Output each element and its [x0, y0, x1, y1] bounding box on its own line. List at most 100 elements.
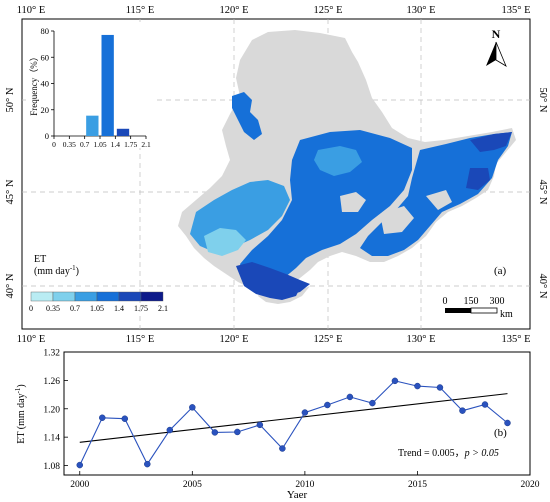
nodata-patches	[300, 102, 452, 234]
et-raster	[190, 92, 512, 300]
et-data-point	[144, 460, 151, 468]
legend-units-end: )	[76, 266, 79, 277]
legend-tick-labels: 0 0.35 0.7 1.05 1.4 1.75 2.1	[29, 304, 168, 313]
legend-swatch	[52, 291, 76, 302]
ts-y-tick-label: 1.20	[43, 405, 60, 415]
et-data-point	[459, 407, 466, 414]
trend-text: Trend = 0.005，	[398, 448, 465, 459]
et-area-south	[236, 262, 310, 298]
top-lon-labels: 110° E 115° E 120° E 125° E 130° E 135° …	[17, 5, 531, 16]
ts-y-tick-label: 1.32	[43, 349, 60, 359]
legend-swatch	[140, 291, 164, 302]
legend-swatch	[74, 291, 98, 302]
legend-tick-label: 1.4	[114, 304, 124, 313]
lon-label-bottom: 125° E	[314, 334, 343, 345]
et-data-point	[481, 401, 489, 408]
legend-title: ET	[34, 254, 46, 265]
timeseries-plot-area: 1.08 1.14 1.20 1.26 1.32 2000 2005 2010 2015 2020	[43, 349, 539, 491]
inset-x-tick-label: 1.75	[124, 140, 137, 149]
et-area-north-strip	[232, 92, 262, 140]
et-data-point	[99, 414, 106, 422]
lon-label-top: 125° E	[314, 5, 343, 16]
inset-y-tick-label: 20	[41, 105, 50, 115]
lat-label-right: 45° N	[537, 180, 548, 205]
legend-tick-label: 0	[29, 304, 33, 313]
bottom-lon-labels: 110° E 115° E 120° E 125° E 130° E 135° …	[17, 334, 531, 345]
et-data-point	[76, 461, 84, 469]
nodata-patch	[340, 192, 366, 212]
lon-label-bottom: 130° E	[407, 334, 436, 345]
inset-y-tick-label: 60	[41, 52, 50, 62]
trend-annotation: Trend = 0.005，p > 0.05	[398, 448, 499, 459]
legend-tick-label: 0.35	[46, 304, 60, 313]
et-data-point	[211, 429, 219, 436]
nodata-patch	[426, 190, 452, 210]
timeseries-xlabel: Yaer	[287, 489, 308, 501]
ts-y-tick-label: 1.08	[43, 462, 60, 472]
legend-swatch	[30, 291, 54, 302]
lon-label-bottom: 110° E	[17, 334, 46, 345]
scale-unit: km	[500, 309, 513, 320]
et-area-mid-scatter	[314, 146, 362, 176]
inset-x-tick-label: 2.1	[141, 140, 151, 149]
lat-label-right: 40° N	[537, 274, 548, 299]
legend-tick-label: 2.1	[158, 304, 168, 313]
right-lat-labels: 50° N 45° N 40° N	[537, 88, 548, 299]
et-data-point	[346, 393, 354, 401]
lat-label-left: 50° N	[5, 87, 16, 112]
lon-label-bottom: 115° E	[126, 334, 155, 345]
et-data-point	[369, 399, 376, 407]
ts-y-tick-label: 1.14	[43, 434, 60, 444]
inset-ylabel: Frequency（%）	[29, 52, 39, 115]
et-area-west-light	[204, 228, 246, 256]
lon-label-top: 115° E	[126, 5, 155, 16]
et-area-central	[240, 130, 412, 284]
lon-label-top: 110° E	[17, 5, 46, 16]
et-legend: ET (mm day-1) 0 0.35 0.7 1.05 1.4 1.75 2.1	[29, 254, 168, 313]
inset-plot-area: 0 20 40 60 80 0 0.35 0.7 1.05 1.4 1.75 2.1	[41, 26, 151, 149]
et-data-point	[256, 421, 264, 429]
lat-label-left: 40° N	[5, 273, 16, 298]
timeseries-panel: 1.08 1.14 1.20 1.26 1.32 2000 2005 2010 2015 2020…	[14, 349, 540, 502]
legend-swatch	[118, 291, 142, 302]
histogram-bar	[101, 34, 114, 136]
et-data-point	[504, 419, 511, 427]
scale-bar: 0 150 300 km	[443, 296, 514, 320]
left-lat-labels: 50° N 45° N 40° N	[5, 87, 16, 298]
et-data-point	[121, 415, 129, 422]
histogram-bar	[86, 115, 99, 136]
inset-y-tick-label: 40	[41, 79, 50, 89]
histogram-bar	[116, 128, 130, 136]
ts-x-tick-label: 2005	[183, 480, 202, 490]
inset-y-tick-label: 0	[45, 131, 49, 141]
timeseries-frame	[63, 351, 531, 476]
north-arrow-letter: N	[492, 27, 501, 41]
et-data-point	[436, 384, 444, 391]
north-arrow-right-half	[495, 41, 507, 67]
scale-tick-label: 300	[490, 296, 505, 307]
inset-x-tick-label: 0	[52, 140, 56, 149]
legend-tick-label: 1.05	[90, 304, 104, 313]
et-data-point	[414, 382, 421, 390]
ts-x-tick-label: 2015	[408, 480, 427, 490]
legend-units-base: (mm day	[34, 266, 70, 277]
et-data-point	[391, 377, 399, 385]
timeseries-ylabel: ET (mm day-1)	[14, 384, 27, 444]
inset-x-tick-label: 0.7	[80, 140, 90, 149]
inset-y-tick-label: 80	[41, 26, 50, 36]
scale-tick-label: 0	[443, 296, 448, 307]
lat-label-left: 45° N	[5, 179, 16, 204]
histogram-inset: Frequency（%） 0 20 40 60 80 0 0.35 0.7 1.05 1.4 1.7…	[26, 22, 154, 149]
et-data-point	[189, 404, 196, 411]
et-series-line	[79, 380, 508, 466]
lon-label-bottom: 120° E	[220, 334, 249, 345]
north-arrow-left-half	[486, 42, 496, 66]
et-data-point	[234, 428, 241, 436]
et-data-point	[279, 445, 286, 452]
trend-line	[79, 393, 508, 443]
et-data-point	[324, 401, 331, 409]
legend-tick-label: 1.75	[134, 304, 148, 313]
trend-p: p > 0.05	[464, 448, 499, 459]
scale-bar-black	[445, 308, 471, 313]
